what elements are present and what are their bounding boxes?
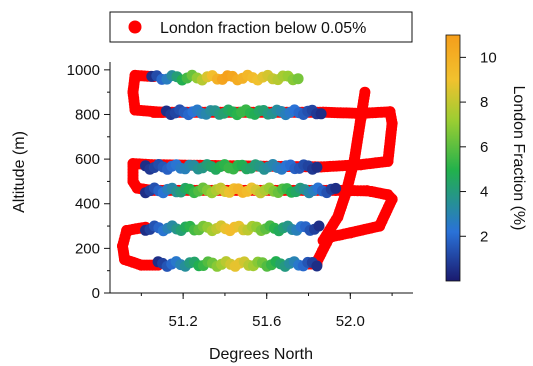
colorbar: 2 4 6 8 10 London Fraction (%) (445, 34, 527, 282)
colorbar-title: London Fraction (%) (510, 86, 527, 231)
legend-label: London fraction below 0.05% (160, 20, 366, 37)
colorbar-tick-label: 4 (480, 184, 488, 201)
legend-frame (109, 11, 413, 43)
colorbar-tick-label: 10 (480, 49, 497, 66)
y-ticks: 0 200 400 600 800 1000 (67, 62, 110, 302)
colored-point (315, 108, 327, 120)
colored-point (292, 73, 304, 85)
y-tick-label: 400 (75, 196, 100, 213)
colored-point (311, 260, 323, 272)
y-tick-label: 1000 (67, 62, 100, 79)
plot-axes (109, 62, 413, 294)
x-tick-label: 51.2 (169, 313, 198, 330)
legend-marker (128, 20, 142, 34)
x-tick-label: 51.6 (252, 313, 281, 330)
red-track-point (359, 86, 371, 98)
colored-point (313, 220, 325, 232)
y-tick-label: 600 (75, 151, 100, 168)
colorbar-tick-label: 2 (480, 228, 488, 245)
y-tick-label: 800 (75, 106, 100, 123)
x-axis-title: Degrees North (209, 346, 313, 363)
y-tick-label: 0 (92, 285, 100, 302)
colored-point (311, 161, 323, 173)
x-ticks: 51.2 51.6 52.0 (140, 293, 393, 330)
y-axis-title: Altitude (m) (11, 131, 28, 213)
colorbar-ticks: 2 4 6 8 10 (460, 49, 497, 245)
colored-points-series (140, 69, 342, 272)
colorbar-tick-label: 6 (480, 139, 488, 156)
colorbar-gradient (445, 34, 461, 282)
colored-point (330, 182, 342, 194)
legend: London fraction below 0.05% (109, 11, 413, 43)
x-tick-label: 52.0 (336, 313, 365, 330)
colorbar-tick-label: 8 (480, 94, 488, 111)
y-tick-label: 200 (75, 240, 100, 257)
